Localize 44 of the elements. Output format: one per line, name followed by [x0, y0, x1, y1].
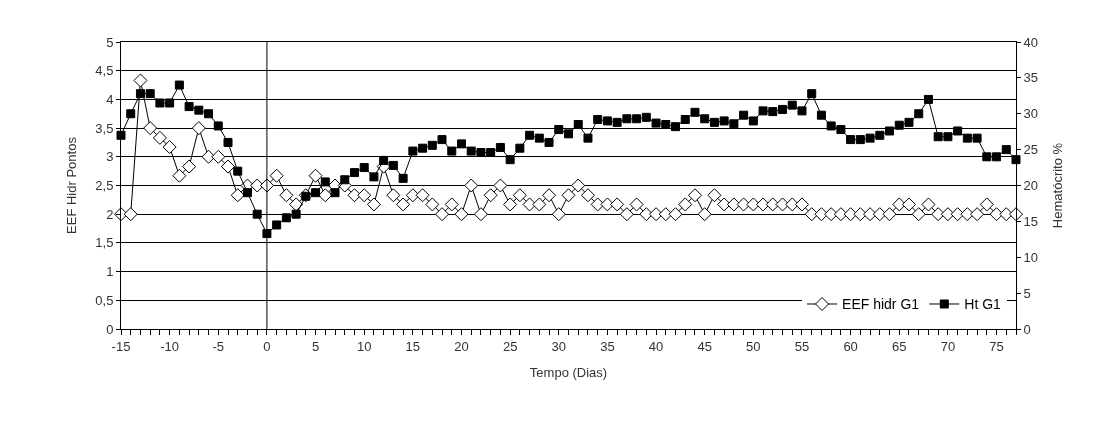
- y-tick-label: 0: [106, 321, 114, 337]
- x-tick-label: 0: [263, 338, 271, 354]
- y2-tick-label: 25: [1023, 142, 1039, 158]
- x-tick-label: 20: [454, 338, 469, 354]
- y-tick-label: 3: [106, 149, 114, 165]
- x-axis-title: Tempo (Dias): [529, 365, 608, 381]
- x-tick-label: 45: [697, 338, 712, 354]
- legend-label: Ht G1: [964, 296, 1002, 313]
- y-tick-label: 1: [106, 264, 114, 280]
- x-tick-label: 30: [551, 338, 566, 354]
- y-axis-title: EEF Hidr Pontos: [64, 136, 80, 234]
- y2-tick-label: 35: [1023, 70, 1039, 86]
- x-tick-label: -15: [111, 338, 131, 354]
- y-tick-label: 4,5: [95, 63, 114, 79]
- x-tick-label: 25: [502, 338, 518, 354]
- x-tick-label: -10: [160, 338, 180, 354]
- x-tick-label: -5: [212, 338, 225, 354]
- y-tick-label: 1,5: [95, 235, 114, 251]
- x-tick-label: 55: [794, 338, 810, 354]
- x-tick-label: 5: [311, 338, 320, 354]
- x-tick-label: 15: [405, 338, 421, 354]
- y2-tick-label: 30: [1023, 106, 1039, 122]
- y2-tick-label: 10: [1023, 249, 1039, 265]
- x-tick-label: 70: [940, 338, 956, 354]
- y2-axis-title: Hematócrito %: [1049, 142, 1065, 229]
- y2-tick-label: 40: [1023, 34, 1039, 50]
- y-tick-label: 2: [106, 206, 114, 222]
- y-tick-label: 5: [106, 34, 114, 50]
- y2-tick-label: 5: [1023, 285, 1031, 301]
- x-tick-label: 65: [892, 338, 907, 354]
- y2-tick-label: 15: [1023, 213, 1039, 229]
- y-tick-label: 2,5: [95, 178, 114, 194]
- y2-tick-label: 20: [1023, 178, 1039, 194]
- y-tick-label: 4: [106, 91, 114, 107]
- x-tick-label: 40: [648, 338, 664, 354]
- legend-label: EEF hidr G1: [842, 296, 920, 313]
- x-tick-label: 35: [600, 338, 615, 354]
- y2-tick-label: 0: [1023, 321, 1031, 337]
- y-tick-label: 3,5: [95, 120, 114, 136]
- x-tick-label: 50: [746, 338, 761, 354]
- x-tick-label: 75: [989, 338, 1004, 354]
- y-tick-label: 0,5: [95, 292, 114, 308]
- x-tick-label: 60: [843, 338, 858, 354]
- x-tick-label: 10: [356, 338, 372, 354]
